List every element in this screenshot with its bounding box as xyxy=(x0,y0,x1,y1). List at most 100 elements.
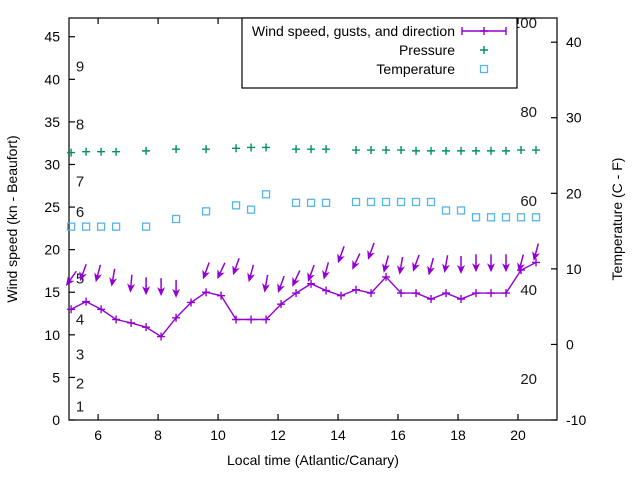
fahrenheit-label: 40 xyxy=(520,282,537,299)
temperature-point xyxy=(366,197,376,207)
y2-tick-label: 0 xyxy=(566,336,574,352)
wind-speed-point xyxy=(217,291,226,300)
wind-speed-point xyxy=(292,289,301,298)
beaufort-label: 2 xyxy=(76,375,84,392)
arrow-head xyxy=(247,272,255,283)
wind-direction-arrow xyxy=(142,277,151,296)
y-tick-label: 20 xyxy=(44,242,60,258)
temperature-point xyxy=(441,206,451,215)
legend-line-caps xyxy=(461,27,507,35)
pressure-point xyxy=(502,146,511,155)
temperature-point xyxy=(291,198,301,207)
x-tick-label: 12 xyxy=(270,427,286,443)
wind-speed-point xyxy=(472,289,481,298)
wind-direction-arrow xyxy=(172,279,181,298)
pressure-point xyxy=(442,146,451,155)
temperature-point xyxy=(351,197,361,207)
arrow-head xyxy=(472,263,481,273)
fahrenheit-label: 100 xyxy=(512,15,537,32)
fahrenheit-label: 80 xyxy=(520,104,537,121)
arrow-head xyxy=(217,269,225,280)
arrow-head xyxy=(232,265,240,276)
wind-direction-arrow xyxy=(412,254,420,272)
wind-speed-point xyxy=(307,279,316,288)
wind-direction-arrow xyxy=(109,268,118,287)
wind-speed-point xyxy=(127,318,136,327)
legend-plus-marker xyxy=(480,27,488,35)
pressure-point xyxy=(472,146,481,155)
arrow-head xyxy=(94,272,102,283)
wind-direction-arrow xyxy=(487,254,496,273)
wind-speed-point xyxy=(172,313,181,322)
arrow-head xyxy=(517,262,525,272)
wind-speed-point xyxy=(157,332,166,341)
wind-speed-point xyxy=(142,323,151,332)
temperature-point xyxy=(411,197,421,207)
x-tick-label: 18 xyxy=(450,427,466,443)
fahrenheit-label: 20 xyxy=(520,371,537,388)
wind-direction-arrow xyxy=(94,264,102,283)
wind-speed-point xyxy=(487,289,496,298)
wind-speed-point xyxy=(187,298,196,307)
pressure-point xyxy=(457,146,466,155)
wind-direction-arrow xyxy=(292,270,301,287)
temperature-point xyxy=(201,207,211,216)
legend-plus-marker xyxy=(480,46,488,54)
arrow-head xyxy=(322,269,330,280)
wind-direction-arrow xyxy=(217,262,226,280)
series-pressure xyxy=(67,143,541,157)
wind-speed-point xyxy=(397,289,406,298)
temperature-point xyxy=(396,197,406,207)
wind-speed-point xyxy=(337,291,346,300)
temperature-point xyxy=(456,206,466,215)
x-tick-label: 20 xyxy=(510,427,526,443)
wind-speed-line xyxy=(70,261,537,338)
wind-direction-arrow xyxy=(472,254,481,273)
arrow-head xyxy=(442,263,450,274)
pressure-point xyxy=(412,146,421,155)
pressure-point xyxy=(112,147,121,156)
y-tick-label: 25 xyxy=(44,199,60,215)
beaufort-label: 8 xyxy=(76,116,84,133)
arrow-head xyxy=(277,283,285,294)
y-tick-label: 35 xyxy=(44,114,60,130)
arrow-head xyxy=(202,269,210,280)
arrow-head xyxy=(307,272,315,282)
temperature-point xyxy=(471,213,481,222)
wind-direction-arrow xyxy=(262,274,270,293)
temperature-point xyxy=(486,213,496,222)
wind-direction-arrow xyxy=(232,257,240,276)
y-tick-label: 30 xyxy=(44,156,60,172)
arrow-head xyxy=(487,263,496,273)
wind-speed-point xyxy=(427,295,436,304)
wind-speed-point xyxy=(502,289,511,298)
pressure-point xyxy=(307,145,316,154)
legend-box xyxy=(241,17,518,89)
beaufort-label: 9 xyxy=(76,59,84,76)
pressure-point xyxy=(367,146,376,155)
wind-speed-point xyxy=(97,305,106,314)
temperature-point xyxy=(531,213,541,222)
temperature-point xyxy=(111,222,121,231)
wind-speed-point xyxy=(67,305,76,314)
wind-direction-arrow xyxy=(79,263,87,282)
wind-direction-arrow xyxy=(397,256,405,275)
pressure-point xyxy=(532,146,541,155)
temperature-point xyxy=(321,198,331,207)
temperature-point xyxy=(381,197,391,207)
temperature-point xyxy=(81,222,91,231)
wind-direction-arrow xyxy=(532,243,540,261)
x-tick-label: 10 xyxy=(210,427,226,443)
arrow-head xyxy=(109,277,118,287)
pressure-point xyxy=(352,146,361,155)
arrow-head xyxy=(502,263,511,273)
pressure-point xyxy=(202,145,211,154)
arrow-head xyxy=(172,288,181,298)
arrow-head xyxy=(65,276,75,286)
pressure-point xyxy=(382,146,391,155)
wind-direction-arrow xyxy=(247,264,255,283)
beaufort-label: 1 xyxy=(76,398,84,415)
arrow-head xyxy=(397,265,405,275)
